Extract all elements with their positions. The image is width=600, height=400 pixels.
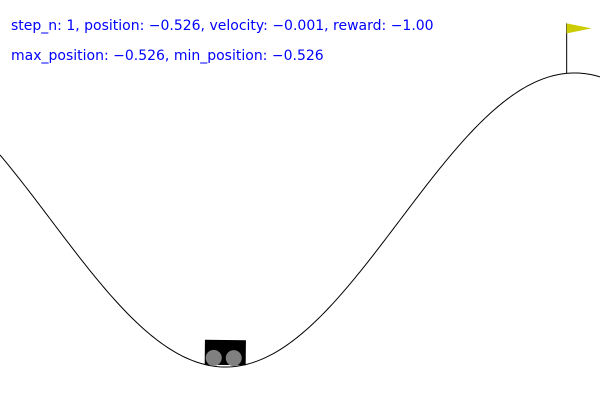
goal-flag-icon bbox=[566, 23, 592, 34]
mountain-track bbox=[0, 72, 600, 368]
hud-step-info: step_n: 1, position: −0.526, velocity: −… bbox=[11, 18, 434, 34]
car-wheel-back bbox=[225, 350, 242, 367]
hud-position-range: max_position: −0.526, min_position: −0.5… bbox=[11, 48, 324, 64]
car bbox=[204, 339, 246, 367]
car-wheel-front bbox=[205, 349, 222, 366]
